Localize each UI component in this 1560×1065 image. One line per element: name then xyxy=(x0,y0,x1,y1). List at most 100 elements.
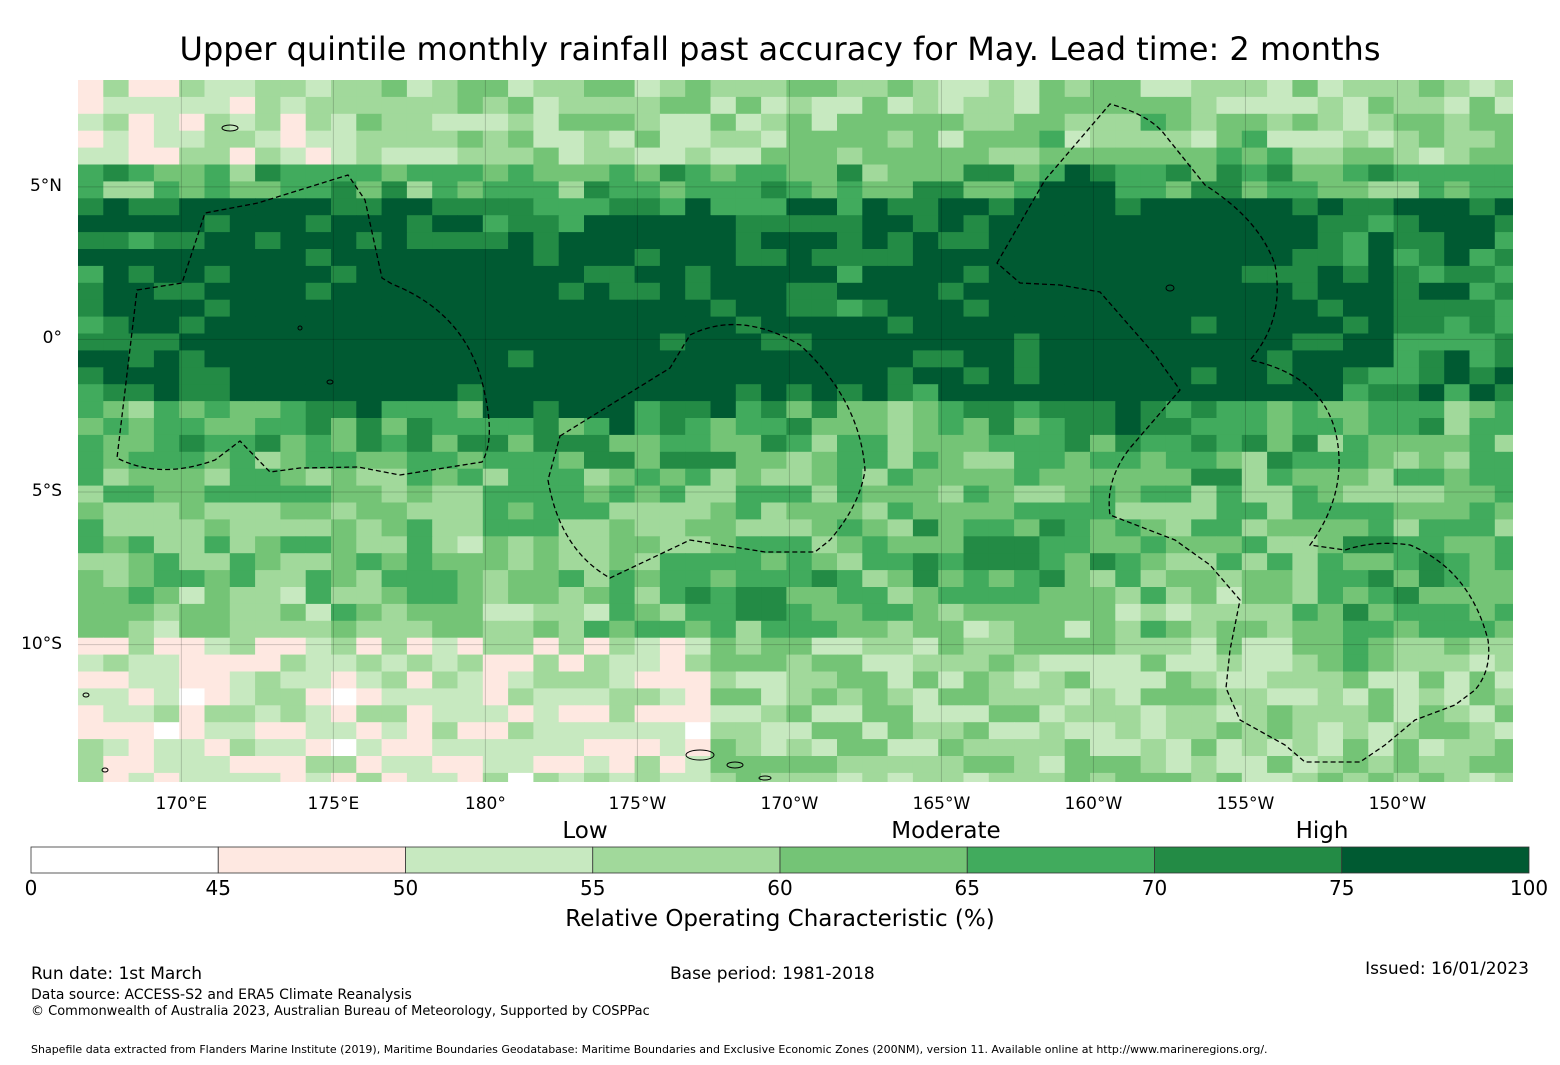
grid-cell xyxy=(1343,468,1369,486)
grid-cell xyxy=(356,232,382,250)
grid-cell xyxy=(938,671,964,689)
grid-cell xyxy=(128,147,155,165)
grid-cell xyxy=(1494,113,1513,132)
grid-cell xyxy=(659,113,686,132)
grid-cell xyxy=(887,434,914,453)
grid-cell xyxy=(1090,147,1116,165)
grid-cell xyxy=(837,553,863,571)
grid-cell xyxy=(1343,181,1369,199)
grid-cell xyxy=(1090,198,1116,216)
grid-cell xyxy=(786,570,813,588)
grid-cell xyxy=(710,181,737,199)
grid-cell xyxy=(406,350,433,368)
grid-cell xyxy=(128,654,155,672)
grid-cell xyxy=(406,232,433,250)
grid-cell xyxy=(128,688,155,706)
grid-cell xyxy=(811,164,838,182)
grid-cell xyxy=(1267,113,1293,132)
grid-cell xyxy=(482,418,509,436)
grid-cell xyxy=(811,80,838,98)
grid-cell xyxy=(837,198,863,216)
grid-cell xyxy=(305,434,332,453)
grid-cell xyxy=(912,181,939,199)
grid-cell xyxy=(331,553,357,571)
grid-cell xyxy=(634,434,661,453)
grid-cell xyxy=(1165,164,1192,182)
grid-cell xyxy=(1140,570,1167,588)
grid-cell xyxy=(255,181,281,199)
grid-cell xyxy=(1368,451,1394,470)
grid-cell xyxy=(103,603,129,622)
grid-cell xyxy=(710,688,737,706)
grid-cell xyxy=(837,570,863,588)
grid-cell xyxy=(1140,384,1167,402)
grid-cell xyxy=(584,722,610,740)
grid-cell xyxy=(584,80,610,98)
grid-cell xyxy=(78,215,104,233)
grid-cell xyxy=(938,587,964,605)
grid-cell xyxy=(1241,603,1268,622)
grid-cell xyxy=(862,603,888,622)
grid-cell xyxy=(558,620,585,639)
grid-cell xyxy=(988,113,1015,132)
grid-cell xyxy=(1418,468,1445,486)
grid-cell xyxy=(1140,113,1167,132)
grid-cell xyxy=(406,130,433,148)
grid-cell xyxy=(609,536,635,554)
grid-cell xyxy=(1343,198,1369,216)
grid-cell xyxy=(659,401,686,419)
grid-cell xyxy=(432,265,458,284)
grid-cell xyxy=(1216,519,1243,537)
grid-cell xyxy=(1317,350,1344,368)
grid-cell xyxy=(912,688,939,706)
grid-cell xyxy=(1267,80,1293,98)
grid-cell xyxy=(153,468,180,486)
grid-cell xyxy=(1064,418,1091,436)
grid-cell xyxy=(103,367,129,385)
grid-cell xyxy=(78,468,104,486)
grid-cell xyxy=(1469,232,1496,250)
grid-cell xyxy=(1418,418,1445,436)
grid-cell xyxy=(862,739,888,757)
grid-cell xyxy=(761,265,787,284)
grid-cell xyxy=(1241,485,1268,503)
grid-cell xyxy=(659,451,686,470)
grid-cell xyxy=(1444,772,1470,782)
grid-cell xyxy=(786,113,813,132)
grid-cell xyxy=(938,164,964,182)
grid-cell xyxy=(735,570,762,588)
grid-cell xyxy=(103,181,129,199)
grid-cell xyxy=(988,654,1015,672)
colorbar-tick-label: 0 xyxy=(24,876,38,900)
grid-cell xyxy=(1014,502,1040,520)
grid-cell xyxy=(558,384,585,402)
grid-cell xyxy=(584,130,610,148)
lon-tick-label: 160°W xyxy=(1064,794,1123,814)
island-outline xyxy=(297,325,303,331)
grid-cell xyxy=(381,350,408,368)
grid-cell xyxy=(1064,401,1091,419)
grid-cell xyxy=(584,249,610,267)
colorbar-tick-label: 70 xyxy=(1141,876,1168,900)
grid-cell xyxy=(78,265,104,284)
grid-cell xyxy=(912,80,939,98)
grid-cell xyxy=(685,485,711,503)
grid-cell xyxy=(331,620,357,639)
grid-cell xyxy=(1165,519,1192,537)
grid-cell xyxy=(912,587,939,605)
grid-cell xyxy=(761,502,787,520)
grid-cell xyxy=(153,519,180,537)
grid-cell xyxy=(1140,282,1167,301)
grid-cell xyxy=(1368,570,1394,588)
lon-tick-label: 175°W xyxy=(608,794,667,814)
grid-cell xyxy=(1140,181,1167,199)
grid-cell xyxy=(1216,468,1243,486)
grid-cell xyxy=(406,113,433,132)
grid-cell xyxy=(1317,434,1344,453)
grid-cell xyxy=(988,637,1015,655)
grid-cell xyxy=(1393,333,1420,351)
grid-cell xyxy=(78,671,104,689)
grid-cell xyxy=(634,164,661,182)
grid-cell xyxy=(862,654,888,672)
grid-cell xyxy=(1267,299,1293,317)
